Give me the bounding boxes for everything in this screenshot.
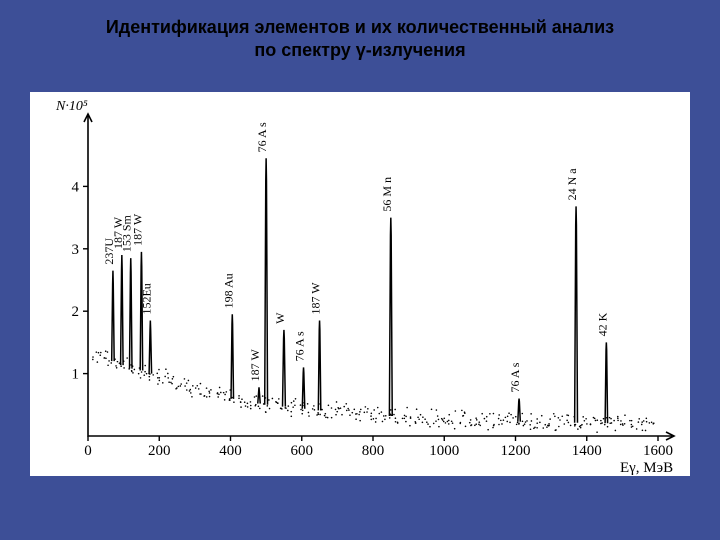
svg-text:1000: 1000 bbox=[429, 443, 459, 459]
svg-text:600: 600 bbox=[291, 443, 314, 459]
svg-text:1: 1 bbox=[72, 367, 80, 383]
svg-text:1600: 1600 bbox=[643, 443, 673, 459]
svg-text:3: 3 bbox=[72, 242, 80, 258]
svg-text:76 A s: 76 A s bbox=[255, 122, 269, 152]
svg-text:1200: 1200 bbox=[501, 443, 531, 459]
svg-text:1400: 1400 bbox=[572, 443, 602, 459]
svg-text:76 A s: 76 A s bbox=[293, 331, 307, 361]
svg-text:N·10⁵: N·10⁵ bbox=[55, 99, 88, 114]
svg-text:200: 200 bbox=[148, 443, 171, 459]
svg-text:198 Au: 198 Au bbox=[221, 273, 235, 308]
svg-text:W: W bbox=[273, 312, 287, 324]
svg-text:56 M n: 56 M n bbox=[380, 177, 394, 212]
slide-title: Идентификация элементов и их количествен… bbox=[0, 0, 720, 61]
svg-text:76 A s: 76 A s bbox=[508, 362, 522, 392]
svg-text:400: 400 bbox=[219, 443, 242, 459]
svg-text:2: 2 bbox=[72, 304, 80, 320]
svg-text:187 W: 187 W bbox=[130, 213, 144, 246]
svg-text:0: 0 bbox=[84, 443, 92, 459]
svg-text:4: 4 bbox=[72, 179, 80, 195]
svg-text:152Eu: 152Eu bbox=[139, 283, 153, 314]
svg-text:800: 800 bbox=[362, 443, 385, 459]
svg-text:24 N a: 24 N a bbox=[565, 168, 579, 201]
svg-text:187 W: 187 W bbox=[248, 349, 262, 382]
spectrum-chart: 1 2 3 4 N·10⁵ 0 200 400 600 800 1000 1200 1400 1600Eγ… bbox=[30, 92, 690, 476]
svg-text:42 K: 42 K bbox=[595, 312, 609, 336]
svg-text:Eγ, МэВ: Eγ, МэВ bbox=[620, 460, 673, 476]
svg-text:187 W: 187 W bbox=[309, 282, 323, 315]
